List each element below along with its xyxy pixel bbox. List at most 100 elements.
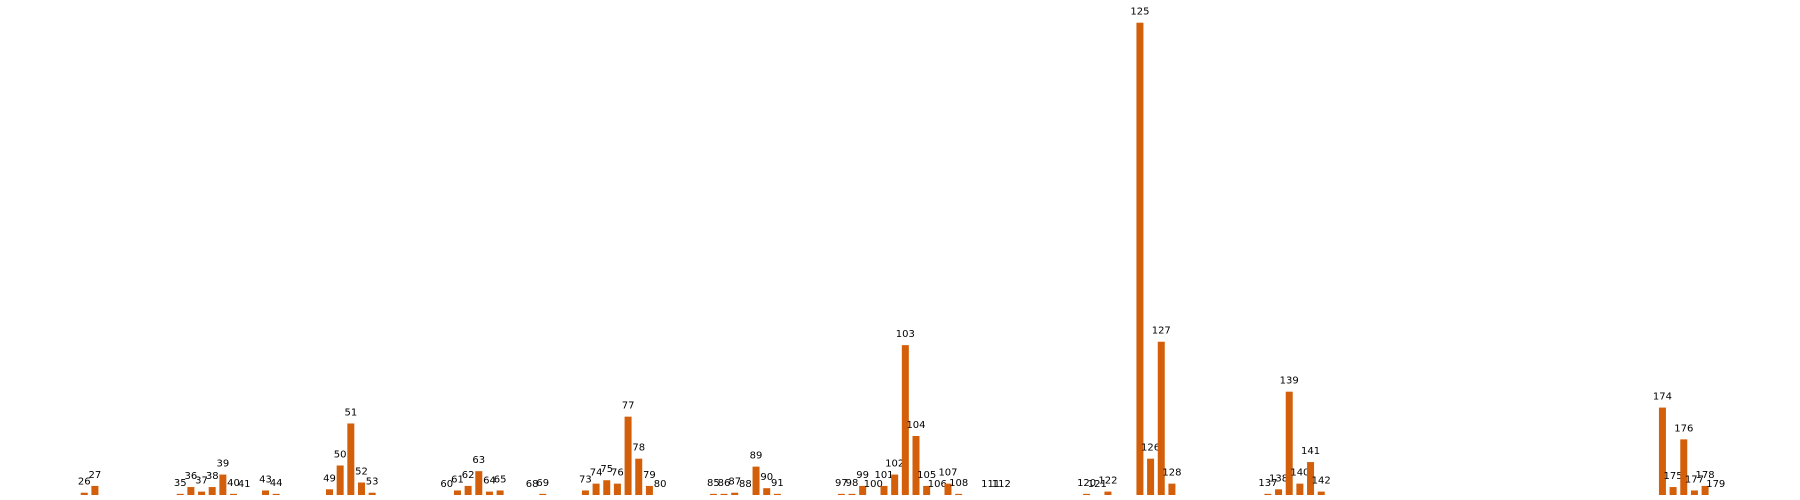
bar xyxy=(1136,22,1144,496)
bar xyxy=(1285,391,1293,495)
bar-label: 105 xyxy=(917,470,936,481)
bar-label: 27 xyxy=(89,470,102,481)
bar xyxy=(912,435,920,495)
bar-label: 77 xyxy=(622,401,635,412)
bar xyxy=(1701,485,1709,495)
bar xyxy=(208,487,216,495)
bar-label: 139 xyxy=(1280,376,1299,387)
bar xyxy=(752,466,760,495)
bar-label: 98 xyxy=(846,478,859,489)
bar-label: 100 xyxy=(864,479,883,490)
bar xyxy=(219,474,227,495)
bar xyxy=(645,485,653,495)
bar-label: 78 xyxy=(632,443,645,454)
bar xyxy=(880,485,888,495)
bar-label: 176 xyxy=(1674,423,1693,434)
bar-label: 39 xyxy=(217,459,230,470)
bar-label: 51 xyxy=(344,407,357,418)
bar-label: 127 xyxy=(1152,326,1171,337)
bar-label: 112 xyxy=(992,479,1011,490)
bar-label: 90 xyxy=(760,472,773,483)
bar xyxy=(720,493,728,495)
bar xyxy=(923,485,931,495)
bar-label: 69 xyxy=(536,478,549,489)
bar xyxy=(485,491,493,495)
bar-label: 62 xyxy=(462,470,475,481)
bar-label: 41 xyxy=(238,479,251,490)
bar xyxy=(336,465,344,495)
bar-label: 86 xyxy=(718,478,731,489)
bar-label: 104 xyxy=(906,420,925,431)
bar xyxy=(624,416,632,495)
bar xyxy=(91,485,99,495)
bar-label: 175 xyxy=(1664,471,1683,482)
bar-label: 79 xyxy=(643,470,656,481)
bar xyxy=(837,493,845,495)
bar-label: 43 xyxy=(259,474,272,485)
bar-label: 89 xyxy=(750,451,763,462)
bar xyxy=(581,490,589,495)
bar xyxy=(1275,489,1283,495)
bar-label: 141 xyxy=(1301,446,1320,457)
bar-label: 102 xyxy=(885,459,904,470)
bar xyxy=(731,492,739,495)
bar-label: 107 xyxy=(938,468,957,479)
bar-label: 68 xyxy=(526,479,539,490)
bar xyxy=(1157,341,1165,495)
bar-label: 121 xyxy=(1088,479,1107,490)
bar-label: 49 xyxy=(323,473,336,484)
bar-label: 75 xyxy=(600,464,613,475)
bar-label: 80 xyxy=(654,479,667,490)
bar xyxy=(891,474,899,495)
bar-label: 91 xyxy=(771,478,784,489)
bar xyxy=(262,490,270,495)
bar-label: 64 xyxy=(483,476,496,487)
bar-label: 63 xyxy=(472,455,485,466)
bar xyxy=(453,490,461,495)
bar xyxy=(1680,439,1688,495)
bar-label: 108 xyxy=(949,478,968,489)
bar xyxy=(635,458,643,495)
bar xyxy=(198,491,206,495)
bar xyxy=(1296,483,1304,495)
bar-label: 76 xyxy=(611,468,624,479)
bar-label: 126 xyxy=(1141,443,1160,454)
bar-label: 36 xyxy=(185,471,198,482)
bar xyxy=(848,493,856,495)
bar xyxy=(464,485,472,495)
bar xyxy=(1690,490,1698,495)
bar-label: 74 xyxy=(590,468,603,479)
bar-label: 65 xyxy=(494,474,507,485)
bar xyxy=(1147,458,1155,495)
bar-label: 85 xyxy=(707,478,720,489)
bar-label: 101 xyxy=(874,470,893,481)
bar-label: 87 xyxy=(728,477,741,488)
bar xyxy=(763,488,771,495)
bar-label: 60 xyxy=(440,479,453,490)
bar xyxy=(475,471,483,495)
bar xyxy=(496,490,504,495)
bar-label: 103 xyxy=(896,329,915,340)
bar xyxy=(80,492,88,495)
bar xyxy=(230,493,238,495)
bar xyxy=(368,492,376,495)
bar xyxy=(1168,483,1176,495)
bar-label: 177 xyxy=(1685,474,1704,485)
bar-label: 26 xyxy=(78,477,91,488)
bar xyxy=(326,489,334,495)
bar-label: 106 xyxy=(928,479,947,490)
bar-label: 125 xyxy=(1130,7,1149,18)
bar-label: 122 xyxy=(1098,476,1117,487)
bar-label: 99 xyxy=(856,470,869,481)
bar-label: 44 xyxy=(270,478,283,489)
bar xyxy=(944,483,952,495)
bar-label: 50 xyxy=(334,449,347,460)
bar xyxy=(539,493,547,495)
bar-label: 61 xyxy=(451,474,464,485)
bar-label: 88 xyxy=(739,479,752,490)
bar xyxy=(1307,462,1315,495)
bar xyxy=(347,423,355,495)
bar xyxy=(1658,407,1666,495)
bar-label: 97 xyxy=(835,478,848,489)
